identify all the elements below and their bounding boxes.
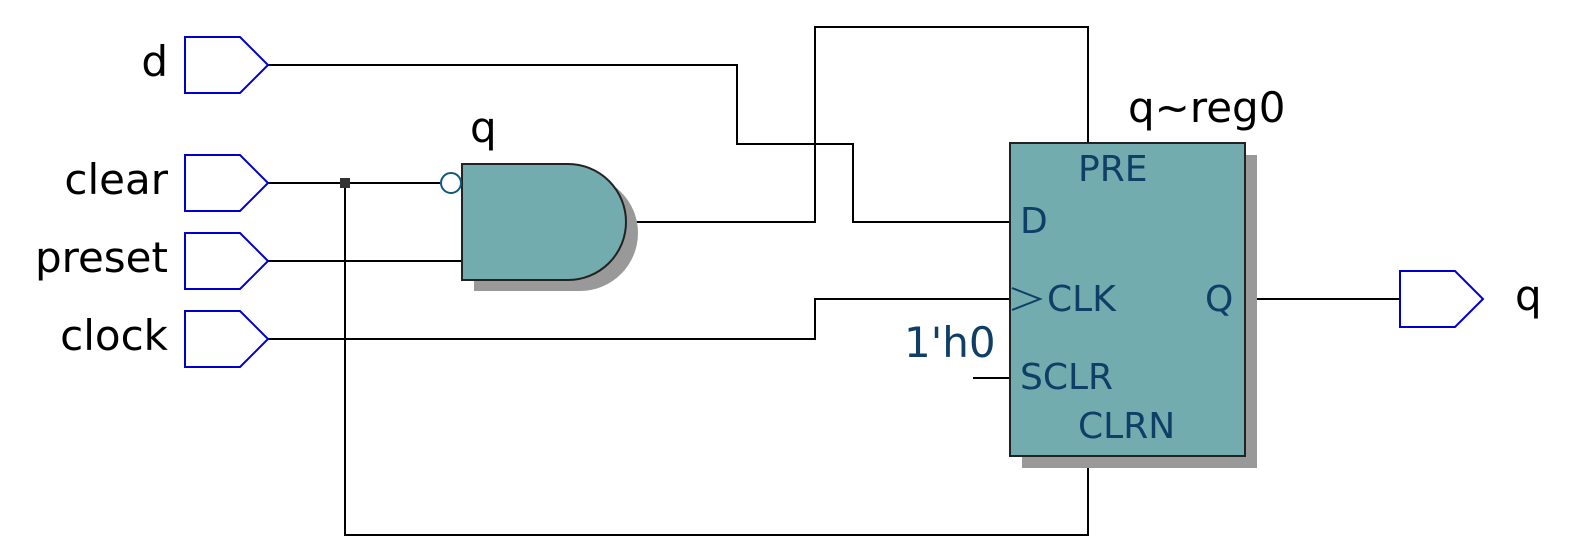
- pin-clrn: CLRN: [1078, 406, 1175, 447]
- wire-gate-to-pre: [620, 26, 1089, 223]
- wire-d-to-reg: [268, 64, 1012, 223]
- input-port-label: preset: [35, 233, 168, 282]
- and-gate[interactable]: q: [440, 103, 638, 291]
- register-q-reg0[interactable]: q~reg0 PRE D CLK Q SCLR CLRN: [1009, 83, 1285, 468]
- wire-clear-to-clrn: [344, 183, 1089, 536]
- wires: [268, 26, 1400, 536]
- input-port-label: d: [141, 37, 168, 86]
- and-gate-body: [461, 163, 627, 281]
- output-port-q[interactable]: q: [1399, 270, 1542, 328]
- input-port-d[interactable]: d: [141, 36, 270, 94]
- pin-pre: PRE: [1078, 149, 1147, 190]
- register-label: q~reg0: [1128, 83, 1285, 132]
- pin-q: Q: [1205, 279, 1233, 320]
- input-port-shape: [184, 232, 270, 290]
- input-port-label: clear: [64, 155, 168, 204]
- inverter-bubble: [440, 172, 462, 194]
- input-port-shape: [184, 310, 270, 368]
- pin-clk: CLK: [1047, 279, 1117, 320]
- input-port-label: clock: [60, 311, 169, 360]
- input-port-clock[interactable]: clock: [60, 310, 270, 368]
- gate-label: q: [470, 103, 497, 152]
- input-port-clear[interactable]: clear: [64, 154, 270, 212]
- wire-junction: [340, 178, 350, 188]
- register-body: [1009, 142, 1246, 457]
- output-port-shape: [1399, 270, 1485, 328]
- input-port-shape: [184, 36, 270, 94]
- pin-sclr: SCLR: [1020, 357, 1113, 398]
- clock-triangle-icon: [1011, 287, 1043, 311]
- sclr-constant: 1'h0: [904, 318, 996, 367]
- output-port-label: q: [1515, 271, 1542, 320]
- pin-d: D: [1020, 201, 1048, 242]
- wire-clock-to-reg: [268, 298, 1012, 340]
- input-port-shape: [184, 154, 270, 212]
- input-port-preset[interactable]: preset: [35, 232, 270, 290]
